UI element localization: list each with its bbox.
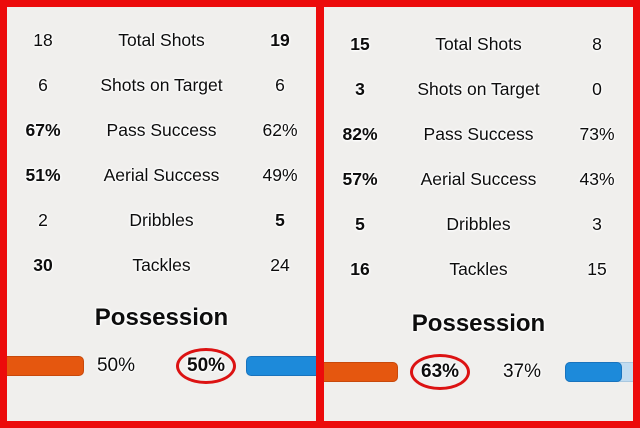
away-value: 73% xyxy=(579,124,615,144)
panel-divider xyxy=(316,7,324,421)
stat-label: Tackles xyxy=(449,259,508,279)
away-value: 49% xyxy=(262,165,298,185)
away-possession-bar-fill xyxy=(565,362,622,382)
away-value: 62% xyxy=(262,120,298,140)
stat-label: Pass Success xyxy=(423,124,534,144)
stat-label: Total Shots xyxy=(118,30,205,50)
stat-row-tackles: 16 Tackles 15 xyxy=(324,247,633,292)
stat-row-shots-on-target: 3 Shots on Target 0 xyxy=(324,67,633,112)
home-value: 16 xyxy=(350,259,370,279)
stat-row-dribbles: 2 Dribbles 5 xyxy=(7,198,316,243)
stat-label: Aerial Success xyxy=(103,165,220,185)
match-stats-panel-left: 18 Total Shots 19 6 Shots on Target 6 67… xyxy=(7,7,316,421)
away-value: 0 xyxy=(592,79,602,99)
away-possession-bar-track xyxy=(565,362,633,382)
stat-rows: 15 Total Shots 8 3 Shots on Target 0 82%… xyxy=(324,7,633,292)
possession-title: Possession xyxy=(411,310,546,337)
stat-row-total-shots: 18 Total Shots 19 xyxy=(7,18,316,63)
stat-row-total-shots: 15 Total Shots 8 xyxy=(324,22,633,67)
stat-label: Shots on Target xyxy=(100,75,223,95)
stat-label: Pass Success xyxy=(106,120,217,140)
home-value: 3 xyxy=(355,79,365,99)
away-value: 24 xyxy=(270,255,290,275)
stat-row-tackles: 30 Tackles 24 xyxy=(7,243,316,288)
home-value: 67% xyxy=(25,120,61,140)
stat-label: Total Shots xyxy=(435,34,522,54)
away-value: 15 xyxy=(587,259,607,279)
stat-row-aerial-success: 51% Aerial Success 49% xyxy=(7,153,316,198)
home-value: 15 xyxy=(350,34,370,54)
stat-label: Shots on Target xyxy=(417,79,540,99)
stat-rows: 18 Total Shots 19 6 Shots on Target 6 67… xyxy=(7,7,316,288)
away-possession-bar xyxy=(246,356,316,376)
away-possession-pct-circled: 50% xyxy=(176,348,237,384)
possession-row: 63% 37% xyxy=(324,351,633,393)
home-value: 5 xyxy=(355,214,365,234)
away-value: 19 xyxy=(270,30,290,50)
away-value: 5 xyxy=(275,210,285,230)
stat-label: Tackles xyxy=(132,255,191,275)
stat-row-pass-success: 67% Pass Success 62% xyxy=(7,108,316,153)
away-possession-pct: 37% xyxy=(502,361,542,382)
away-value: 43% xyxy=(579,169,615,189)
home-possession-bar xyxy=(324,362,398,382)
away-value: 8 xyxy=(592,34,602,54)
stat-label: Aerial Success xyxy=(420,169,537,189)
stat-row-aerial-success: 57% Aerial Success 43% xyxy=(324,157,633,202)
home-value: 6 xyxy=(38,75,48,95)
possession-row: 50% 50% xyxy=(7,345,316,387)
home-possession-bar xyxy=(7,356,84,376)
home-value: 51% xyxy=(25,165,61,185)
stat-label: Dribbles xyxy=(129,210,194,230)
stat-label: Dribbles xyxy=(446,214,511,234)
home-possession-pct: 50% xyxy=(96,355,136,376)
home-value: 18 xyxy=(33,30,53,50)
home-value: 82% xyxy=(342,124,378,144)
possession-title: Possession xyxy=(94,304,229,331)
match-stats-panel-right: 15 Total Shots 8 3 Shots on Target 0 82%… xyxy=(324,7,633,421)
stat-row-dribbles: 5 Dribbles 3 xyxy=(324,202,633,247)
away-value: 6 xyxy=(275,75,285,95)
home-value: 57% xyxy=(342,169,378,189)
home-value: 30 xyxy=(33,255,53,275)
away-value: 3 xyxy=(592,214,602,234)
stat-row-shots-on-target: 6 Shots on Target 6 xyxy=(7,63,316,108)
home-possession-pct-circled: 63% xyxy=(410,354,471,390)
stat-row-pass-success: 82% Pass Success 73% xyxy=(324,112,633,157)
home-value: 2 xyxy=(38,210,48,230)
